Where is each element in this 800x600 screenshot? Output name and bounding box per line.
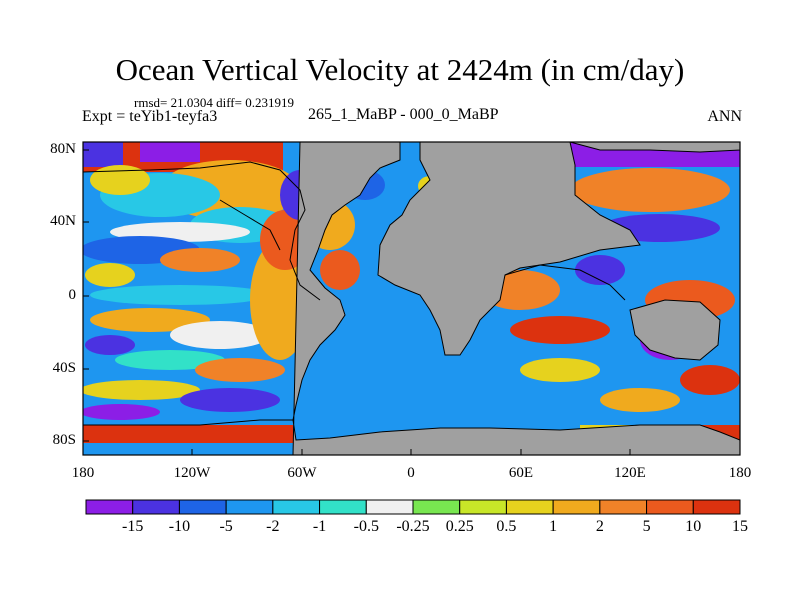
y-tick-label: 40S bbox=[52, 360, 76, 376]
colorbar-label: 0.5 bbox=[496, 518, 517, 535]
colorbar-swatch bbox=[552, 499, 601, 515]
field-patch bbox=[140, 142, 200, 162]
map-field bbox=[83, 142, 740, 455]
season-label: ANN bbox=[707, 108, 742, 125]
coastline bbox=[504, 264, 626, 301]
field-patch bbox=[250, 240, 310, 360]
colorbar-swatch bbox=[459, 499, 507, 515]
x-tick-label: 180 bbox=[71, 465, 95, 481]
field-patch bbox=[510, 316, 610, 344]
land-mask bbox=[292, 142, 740, 455]
field-patch bbox=[180, 388, 280, 412]
field-patch bbox=[83, 425, 293, 443]
colorbar-swatch bbox=[505, 499, 554, 515]
experiment-label: Expt = teYib1-teyfa3 bbox=[82, 108, 218, 125]
colorbar-swatch bbox=[599, 499, 648, 515]
coastline bbox=[219, 199, 281, 251]
colorbar-swatch bbox=[272, 499, 321, 515]
field-patch bbox=[83, 404, 160, 420]
x-tick-label: 0 bbox=[407, 465, 415, 481]
field-patch bbox=[160, 248, 240, 272]
coastlines bbox=[82, 161, 626, 426]
colorbar-label: 5 bbox=[642, 518, 651, 535]
land-australia bbox=[629, 299, 721, 361]
x-tick-label: 180 bbox=[728, 465, 752, 481]
colorbar-label: 1 bbox=[549, 518, 558, 535]
field-patch bbox=[90, 165, 150, 195]
field-patch bbox=[90, 308, 210, 332]
land-arctic bbox=[569, 142, 740, 153]
field-patch bbox=[90, 285, 270, 305]
colorbar-swatch bbox=[132, 499, 180, 515]
y-tick-label: 80S bbox=[52, 432, 76, 448]
field-patch bbox=[570, 168, 730, 212]
colorbar-swatch bbox=[365, 499, 414, 515]
colorbar-label: -2 bbox=[266, 518, 280, 535]
comparison-label: 265_1_MaBP - 000_0_MaBP bbox=[308, 106, 499, 123]
colorbar-label: -1 bbox=[312, 518, 327, 535]
colorbar-label: 15 bbox=[732, 518, 748, 535]
colorbar-label: 10 bbox=[685, 518, 702, 535]
colorbar-swatch bbox=[692, 499, 741, 515]
stats-line: rmsd= 21.0304 diff= 0.231919 bbox=[134, 95, 294, 110]
field-patch bbox=[115, 350, 225, 370]
field-patch bbox=[520, 358, 600, 382]
x-tick-label: 120W bbox=[173, 465, 211, 481]
field-patch bbox=[170, 321, 270, 349]
colorbar-label: 2 bbox=[595, 518, 604, 535]
colorbar-label: -0.5 bbox=[353, 518, 379, 535]
colorbar bbox=[85, 499, 741, 515]
axis-ticks bbox=[82, 149, 741, 455]
field-patch bbox=[83, 142, 123, 167]
x-tick-label: 120E bbox=[614, 465, 646, 481]
colorbar-swatch bbox=[412, 499, 461, 515]
y-tick-label: 80N bbox=[50, 141, 76, 157]
colorbar-swatch bbox=[646, 499, 694, 515]
coastline bbox=[82, 161, 321, 301]
x-tick-label: 60E bbox=[508, 465, 534, 481]
y-tick-label: 0 bbox=[68, 287, 77, 303]
colorbar-swatch bbox=[85, 499, 134, 515]
colorbar-label: -10 bbox=[168, 518, 191, 535]
land-eurasia-africa bbox=[377, 142, 641, 356]
field-patch bbox=[600, 388, 680, 412]
field-patch bbox=[85, 335, 135, 355]
colorbar-label: -15 bbox=[122, 518, 144, 535]
field-patch bbox=[83, 380, 200, 400]
coastline bbox=[83, 419, 293, 426]
y-tick-label: 40N bbox=[50, 213, 76, 229]
field-patch bbox=[575, 255, 625, 285]
colorbar-label: -0.25 bbox=[396, 518, 430, 535]
field-patch bbox=[195, 358, 285, 382]
field-patch bbox=[320, 250, 360, 290]
land-americas-antarctica bbox=[292, 142, 740, 455]
field-patch bbox=[85, 263, 135, 287]
colorbar-label: -5 bbox=[219, 518, 233, 535]
chart-title: Ocean Vertical Velocity at 2424m (in cm/… bbox=[115, 52, 685, 87]
x-tick-label: 60W bbox=[287, 465, 317, 481]
colorbar-swatch bbox=[178, 499, 227, 515]
colorbar-swatch bbox=[319, 499, 367, 515]
colorbar-swatch bbox=[225, 499, 274, 515]
field-patch bbox=[680, 365, 740, 395]
colorbar-label: 0.25 bbox=[445, 518, 474, 535]
